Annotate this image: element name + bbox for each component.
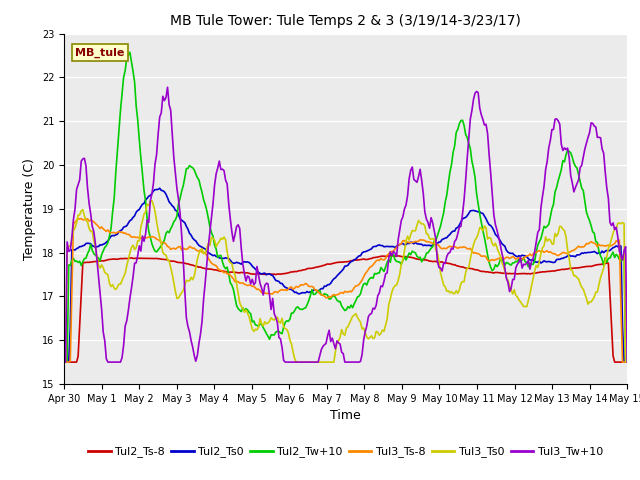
Tul2_Ts0 [248, 263, 256, 269]
Tul2_Ts0 [593, 251, 601, 256]
Tul3_Tw+10 [593, 134, 601, 140]
Tul2_Ts-8 [593, 262, 601, 267]
Tul3_Ts-8 [60, 359, 68, 365]
Tul3_Ts0 [308, 359, 316, 365]
Tul2_Tw+10 [60, 359, 68, 365]
Tul2_Ts-8 [307, 265, 314, 271]
Tul3_Ts0 [623, 359, 631, 365]
Tul3_Tw+10 [230, 239, 237, 244]
Title: MB Tule Tower: Tule Temps 2 & 3 (3/19/14-3/23/17): MB Tule Tower: Tule Temps 2 & 3 (3/19/14… [170, 14, 521, 28]
Tul2_Ts-8 [387, 253, 394, 259]
Tul3_Tw+10 [623, 359, 631, 365]
Tul2_Ts-8 [129, 255, 137, 261]
Tul3_Ts-8 [74, 216, 82, 221]
Tul3_Ts0 [248, 326, 256, 332]
Tul3_Tw+10 [164, 84, 172, 90]
Tul2_Ts0 [129, 215, 137, 220]
Tul3_Tw+10 [308, 359, 316, 365]
Text: MB_tule: MB_tule [76, 48, 125, 58]
Tul3_Ts0 [148, 198, 156, 204]
Legend: Tul2_Ts-8, Tul2_Ts0, Tul2_Tw+10, Tul3_Ts-8, Tul3_Ts0, Tul3_Tw+10: Tul2_Ts-8, Tul2_Ts0, Tul2_Tw+10, Tul3_Ts… [84, 442, 607, 462]
Tul3_Tw+10 [248, 276, 256, 282]
Tul3_Ts-8 [248, 283, 256, 289]
Tul2_Ts0 [308, 289, 316, 295]
Tul3_Ts-8 [308, 284, 316, 289]
Tul2_Ts-8 [623, 359, 631, 365]
Line: Tul2_Ts-8: Tul2_Ts-8 [64, 256, 627, 362]
Tul2_Ts0 [623, 359, 631, 365]
Line: Tul3_Tw+10: Tul3_Tw+10 [64, 87, 627, 362]
Tul3_Ts-8 [230, 276, 237, 282]
Tul2_Tw+10 [593, 240, 601, 245]
Line: Tul2_Tw+10: Tul2_Tw+10 [64, 52, 627, 362]
Tul2_Tw+10 [131, 79, 138, 85]
Tul3_Ts0 [60, 359, 68, 365]
Tul2_Ts0 [60, 359, 68, 365]
Tul2_Ts-8 [60, 359, 68, 365]
Tul3_Ts-8 [593, 244, 601, 250]
Tul2_Ts0 [258, 271, 266, 277]
Tul2_Ts-8 [256, 271, 264, 277]
Tul3_Ts-8 [258, 290, 266, 296]
Tul2_Tw+10 [623, 359, 631, 365]
Tul3_Tw+10 [258, 285, 266, 291]
Tul3_Ts0 [129, 242, 137, 248]
Tul2_Tw+10 [258, 322, 266, 327]
Tul2_Tw+10 [248, 319, 256, 325]
Tul2_Ts-8 [228, 269, 236, 275]
Tul3_Ts0 [593, 289, 601, 295]
Tul2_Tw+10 [230, 287, 237, 292]
Line: Tul3_Ts-8: Tul3_Ts-8 [64, 218, 627, 362]
Tul2_Ts0 [156, 185, 164, 191]
Tul2_Ts0 [230, 261, 237, 266]
Line: Tul2_Ts0: Tul2_Ts0 [64, 188, 627, 362]
Tul3_Ts-8 [623, 359, 631, 365]
Line: Tul3_Ts0: Tul3_Ts0 [64, 201, 627, 362]
Tul3_Tw+10 [60, 359, 68, 365]
Tul3_Ts-8 [131, 234, 138, 240]
Tul3_Ts0 [230, 268, 237, 274]
Tul3_Tw+10 [129, 274, 137, 280]
Y-axis label: Temperature (C): Temperature (C) [23, 158, 36, 260]
Tul2_Tw+10 [126, 49, 134, 55]
Tul2_Ts-8 [247, 271, 255, 276]
Tul3_Ts0 [258, 321, 266, 327]
Tul2_Tw+10 [308, 287, 316, 293]
X-axis label: Time: Time [330, 409, 361, 422]
